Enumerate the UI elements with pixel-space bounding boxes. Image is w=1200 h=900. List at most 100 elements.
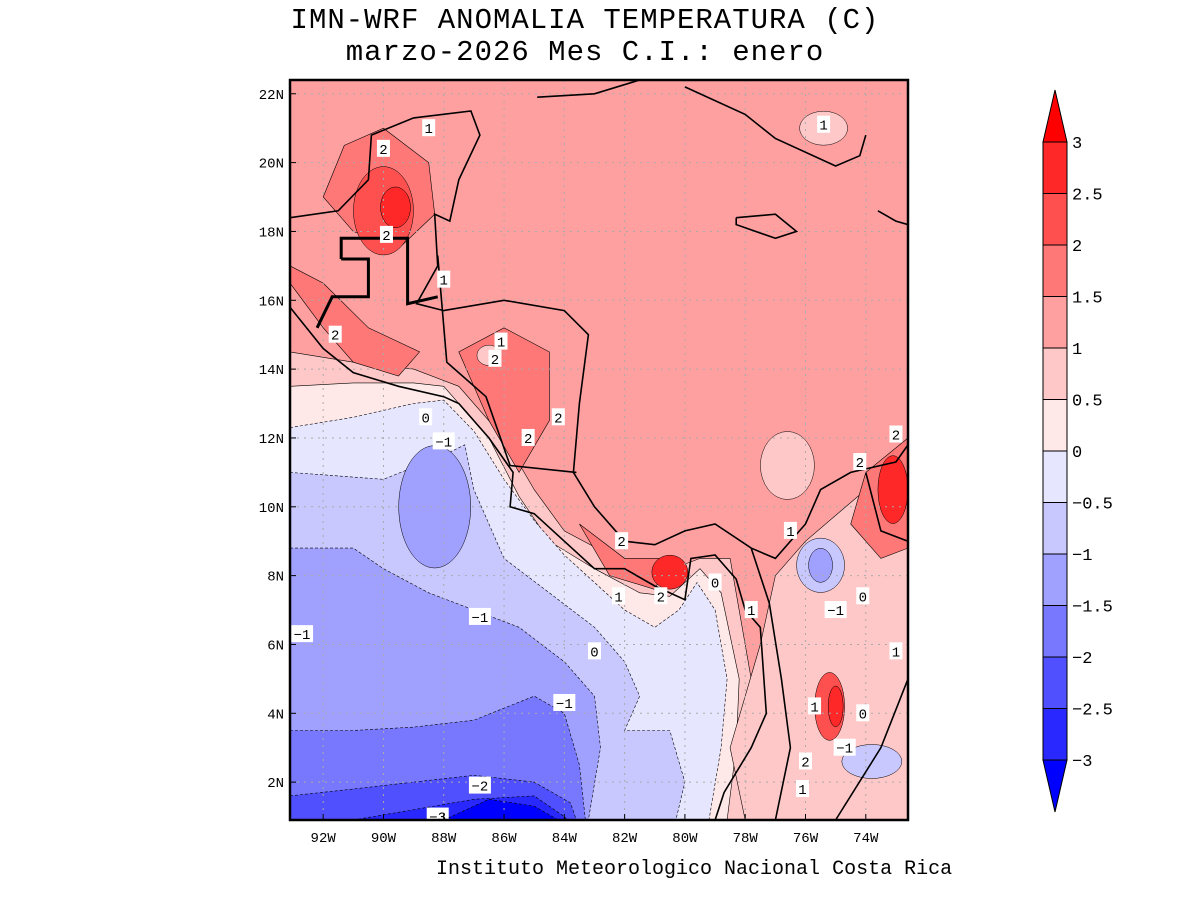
contour-label-bg [708,573,722,591]
coastline [537,80,640,98]
contour-label-bg [379,225,393,243]
contour-label: 2 [491,353,499,369]
colorbar-label: −2.5 [1072,702,1113,721]
x-tick-label: 92W [311,831,337,847]
contour-label: 1 [786,525,794,541]
y-tick-label: 12N [259,432,284,448]
contour-label-bg [553,693,576,711]
chart-title: IMN-WRF ANOMALIA TEMPERATURA (C) [290,4,880,37]
map-frame [288,78,910,822]
contour-label-bg [419,408,433,426]
x-tick-label: 80W [672,831,698,847]
contour-label-bg [291,625,314,643]
contour-label: 0 [859,707,867,723]
colorbar: 3 2.5 2 1.5 1 0.5 0 −0.5 −1 −1.5 −2 −2.5 −3 [1042,89,1113,813]
colorbar-label: −3 [1072,753,1092,772]
credit-text: Instituto Meteorologico Nacional Costa R… [436,858,953,881]
contour-label: 2 [379,143,387,159]
contour-label-bg [468,607,491,625]
colorbar-arrow-bottom [1042,759,1068,813]
colorbar-swatch [1042,553,1068,606]
colorbar-swatch [1042,502,1068,555]
contour-label: 1 [614,590,622,606]
anomaly-region [729,472,908,820]
contour-label: −1 [472,611,489,627]
coastlines [290,80,908,820]
contour-label-bg [615,532,629,550]
colorbar-swatch [1042,244,1068,297]
contour-label-bg [376,139,390,157]
contour-label: 1 [892,645,900,661]
coastline [290,110,908,560]
country-border [339,236,439,306]
x-tick-label: 82W [612,831,638,847]
contour-label: 2 [554,411,562,427]
y-tick-label: 2N [267,776,284,792]
contour-label-bg [437,270,451,288]
contour-label: 2 [524,432,532,448]
colorbar-swatch [1042,605,1068,658]
coastline [834,678,908,820]
contour-label-bg [889,425,903,443]
contour-label-bg [795,780,809,798]
x-tick-label: 78W [733,831,759,847]
colorbar-swatch [1042,141,1068,194]
contour-label-bg [799,752,813,770]
contour-label-bg [833,738,856,756]
contour-label: 2 [657,590,665,606]
x-tick-label: 76W [793,831,819,847]
colorbar-label: 1.5 [1072,290,1103,309]
y-tick-label: 14N [259,363,284,379]
colorbar-swatch [1042,708,1068,761]
coastline [735,213,799,240]
colorbar-swatch [1042,296,1068,349]
anomaly-patch [808,548,833,583]
anomaly-patch [827,685,844,728]
y-tick-label: 6N [267,638,284,654]
colorbar-label: 2.5 [1072,187,1103,206]
contour-label: 1 [819,119,827,135]
coastline [877,210,908,226]
x-tick-label: 90W [371,831,397,847]
contour-label-bg [853,453,867,471]
contour-label: 1 [747,604,755,620]
y-tick-label: 22N [259,88,284,104]
contour-label: 0 [859,590,867,606]
anomaly-patch [651,554,689,590]
contour-label-bg [856,587,870,605]
anomaly-patch [760,431,815,500]
x-tick-label: 74W [853,831,879,847]
y-tick-label: 16N [259,294,284,310]
country-border [315,257,370,329]
contour-label: −1 [435,435,452,451]
colorbar-swatch [1042,399,1068,452]
contour-label: 2 [801,755,809,771]
colorbar-label: −0.5 [1072,496,1113,515]
colorbar-label: −2 [1072,650,1092,669]
colorbar-swatch [1042,656,1068,709]
colorbar-label: −1.5 [1072,599,1113,618]
contour-label: −1 [556,697,573,713]
contour-label-bg [328,325,342,343]
x-tick-label: 86W [491,831,517,847]
contour-label: 2 [892,429,900,445]
y-tick-label: 8N [267,570,284,586]
contour-label-bg [551,408,565,426]
contour-label: −1 [294,628,311,644]
contour-label-bg [744,601,758,619]
contour-label: 2 [331,329,339,345]
contour-label-bg [612,587,626,605]
contour-label: −1 [836,742,853,758]
contour-label: −3 [429,811,446,827]
contour-label-bg [856,704,870,722]
anomaly-patch [380,186,411,228]
chart-subtitle: marzo-2026 Mes C.I.: enero [345,36,825,69]
y-tick-label: 10N [259,501,284,517]
colorbar-label: 3 [1072,135,1082,154]
colorbar-swatch [1042,347,1068,400]
contour-label-bg [654,587,668,605]
contour-label-bg [587,642,601,660]
y-tick-label: 20N [259,157,284,173]
y-tick-label: 18N [259,225,284,241]
contour-label-bg [488,349,502,367]
